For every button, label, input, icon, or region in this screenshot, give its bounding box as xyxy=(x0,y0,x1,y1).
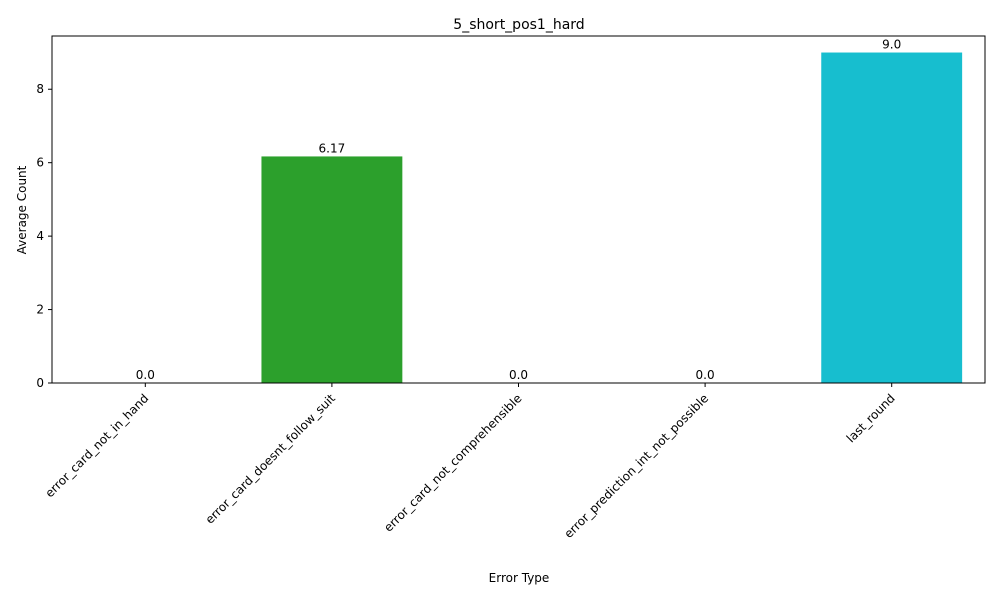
bar-value-label: 0.0 xyxy=(696,368,715,382)
x-tick-label: error_prediction_int_not_possible xyxy=(562,391,712,541)
bar-value-label: 0.0 xyxy=(509,368,528,382)
y-tick-label: 0 xyxy=(36,376,44,390)
y-tick-label: 8 xyxy=(36,82,44,96)
chart-title: 5_short_pos1_hard xyxy=(453,17,584,33)
plot-area: 0.0 error_card_not_in_hand 6.17 error_card_… xyxy=(36,35,986,541)
y-tick-label: 4 xyxy=(36,229,44,243)
x-tick-label: error_card_not_in_hand xyxy=(42,391,151,500)
x-tick-label: error_card_doesnt_follow_suit xyxy=(203,391,339,527)
bar-value-label: 0.0 xyxy=(136,368,155,382)
y-tick-label: 2 xyxy=(36,303,44,317)
bar xyxy=(821,52,963,384)
plot-frame xyxy=(51,35,986,384)
bar-value-label: 9.0 xyxy=(882,38,901,52)
bar xyxy=(261,156,403,383)
y-tick-label: 6 xyxy=(36,156,44,170)
x-tick-label: error_card_not_comprehensible xyxy=(381,391,524,534)
x-axis-label: Error Type xyxy=(489,571,550,585)
y-axis-label: Average Count xyxy=(15,165,29,254)
bar-value-label: 6.17 xyxy=(319,141,346,155)
x-tick-label: last_round xyxy=(844,391,898,445)
